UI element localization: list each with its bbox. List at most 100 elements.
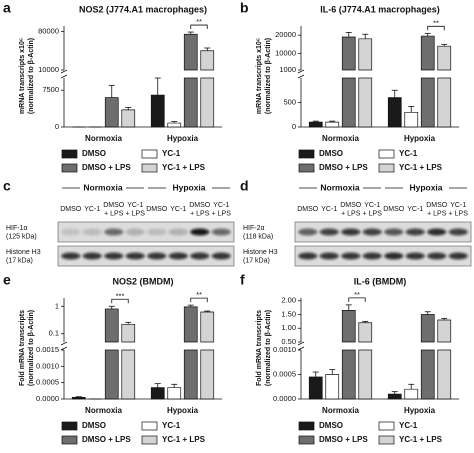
blot-band	[168, 252, 188, 260]
y-tick-label: 2.00	[281, 296, 296, 305]
bar	[104, 97, 119, 128]
lane-label: + LPS	[449, 210, 469, 217]
legend-label: DMSO	[82, 149, 106, 158]
panel-letter: f	[240, 272, 245, 288]
row-label: (17 kDa)	[6, 257, 33, 264]
legend-label: YC-1	[162, 149, 181, 158]
bar	[358, 38, 373, 128]
error-bar	[362, 33, 369, 39]
y-tick-label: 0.0015	[36, 345, 59, 354]
bar	[437, 45, 452, 128]
chart-title: IL-6 (J774.A1 macrophages)	[320, 4, 440, 14]
legend-label: DMSO + LPS	[319, 435, 368, 444]
lane-label: + LPS	[190, 210, 210, 217]
panel-letter: e	[3, 272, 11, 288]
legend-label: YC-1 + LPS	[399, 435, 443, 444]
error-bar	[312, 371, 319, 377]
lane-label: YC-1	[321, 206, 337, 213]
category-label: Hypoxia	[167, 134, 199, 143]
bar	[200, 311, 215, 400]
blot-band	[341, 252, 361, 260]
lane-label: DMSO	[297, 206, 319, 213]
blot-membrane	[57, 245, 235, 267]
bar	[200, 50, 215, 128]
lane-label: YC-1	[450, 202, 466, 209]
legend-label: YC-1 + LPS	[162, 435, 206, 444]
legend-label: DMSO	[319, 149, 343, 158]
y-tick-label: 0.0000	[36, 394, 59, 403]
significance-label: ***	[116, 291, 125, 300]
blot-band	[61, 252, 81, 260]
legend-label: DMSO + LPS	[319, 163, 368, 172]
blot-band	[448, 228, 468, 236]
category-label: Hypoxia	[167, 406, 199, 415]
error-bar	[125, 107, 132, 110]
category-label: Normoxia	[322, 406, 359, 415]
y-axis-label: Fold mRNA transcripts	[256, 310, 263, 386]
y-tick-label: 0.0000	[273, 394, 296, 403]
blot-band	[211, 228, 231, 236]
blot-band	[405, 252, 425, 260]
axis-break	[60, 69, 68, 74]
error-bar	[171, 383, 178, 388]
y-tick-label: 20000	[275, 30, 296, 39]
blot-band	[319, 228, 339, 236]
bar	[420, 35, 435, 128]
legend-swatch	[298, 163, 315, 173]
lane-label: YC-1	[127, 202, 143, 209]
axis-break	[60, 341, 68, 346]
y-tick-label: 1.00	[281, 323, 296, 332]
y-tick-label: 0.0010	[36, 361, 59, 370]
blot-band	[319, 252, 339, 260]
significance-bracket	[348, 297, 366, 302]
legend-label: DMSO + LPS	[82, 435, 131, 444]
legend-swatch	[378, 163, 395, 173]
panel-letter: c	[3, 178, 11, 194]
lane-label: + LPS	[363, 210, 383, 217]
lane-label: DMSO	[146, 206, 168, 213]
legend-swatch	[141, 435, 158, 445]
bar	[404, 388, 419, 400]
legend-swatch	[61, 421, 78, 431]
panel-letter: b	[240, 0, 249, 16]
legend-swatch	[298, 149, 315, 159]
bar	[358, 322, 373, 400]
significance-bracket	[427, 25, 445, 31]
bar	[325, 121, 340, 128]
panel-letter: d	[240, 178, 249, 194]
bar	[167, 122, 182, 128]
group-label: Normoxia	[83, 182, 122, 192]
row-label: HIF-2α	[243, 225, 265, 232]
y-axis-label: mRNA transcripts x10⁶	[256, 38, 263, 114]
bar	[308, 121, 323, 128]
bar	[150, 387, 165, 400]
legend-swatch	[141, 149, 158, 159]
legend-swatch	[378, 421, 395, 431]
lane-label: YC-1	[407, 206, 423, 213]
legend-label: YC-1	[399, 421, 418, 430]
error-bar	[204, 47, 211, 51]
bar	[341, 310, 356, 400]
y-tick-label: 10000	[38, 65, 59, 74]
y-tick-label: 0.0005	[36, 378, 59, 387]
lane-label: YC-1	[364, 202, 380, 209]
y-tick-label: 80000	[38, 26, 59, 35]
axis-break	[297, 346, 305, 351]
lane-label: + LPS	[126, 210, 146, 217]
blot-band	[384, 228, 404, 236]
row-label: Histone H3	[243, 249, 278, 256]
y-tick-label: 10000	[275, 48, 296, 57]
legend-label: YC-1 + LPS	[399, 163, 443, 172]
significance-label: **	[196, 17, 202, 26]
significance-label: **	[354, 290, 360, 299]
error-bar	[187, 31, 194, 35]
bar	[325, 374, 340, 400]
legend-label: YC-1 + LPS	[162, 163, 206, 172]
lane-label: + LPS	[212, 210, 232, 217]
legend-label: DMSO + LPS	[82, 163, 131, 172]
error-bar	[154, 77, 161, 96]
legend-label: YC-1	[162, 421, 181, 430]
axis-break	[297, 74, 305, 79]
error-bar	[424, 311, 431, 315]
